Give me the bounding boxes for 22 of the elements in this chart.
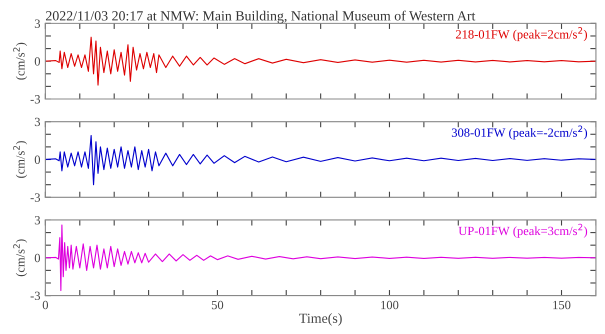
series-label: UP-01FW (peak=3cm/s$^{2}$) <box>458 224 588 238</box>
y-tick-label: 0 <box>34 156 40 164</box>
y-axis-title: (cm/s$^{2}$) <box>13 239 28 276</box>
series-label: 218-01FW (peak=2cm/s$^{2}$) <box>456 27 588 42</box>
y-tick-label: 3 <box>34 118 40 126</box>
y-axis-title: (cm/s$^{2}$) <box>13 42 28 80</box>
y-axis-title: (cm/s$^{2}$) <box>13 141 28 178</box>
series-label: 308-01FW (peak=-2cm/s$^{2}$) <box>452 125 588 140</box>
chart-title: 2022/11/03 20:17 at NMW: Main Building, National Museum of Western Art <box>46 10 476 24</box>
x-tick-label: 50 <box>212 300 224 310</box>
y-tick-label: 0 <box>34 57 40 66</box>
y-tick-label: 0 <box>34 254 40 262</box>
y-tick-label: -3 <box>30 292 40 300</box>
y-tick-label: -3 <box>30 95 40 104</box>
x-tick-label: 150 <box>553 300 570 310</box>
x-tick-label: 100 <box>381 300 398 310</box>
y-tick-label: -3 <box>30 193 40 202</box>
x-tick-label: 0 <box>42 300 48 310</box>
x-axis-title: Time(s) <box>299 313 342 326</box>
y-tick-label: 3 <box>34 19 40 28</box>
y-tick-label: 3 <box>34 216 40 224</box>
line-series <box>45 224 596 292</box>
